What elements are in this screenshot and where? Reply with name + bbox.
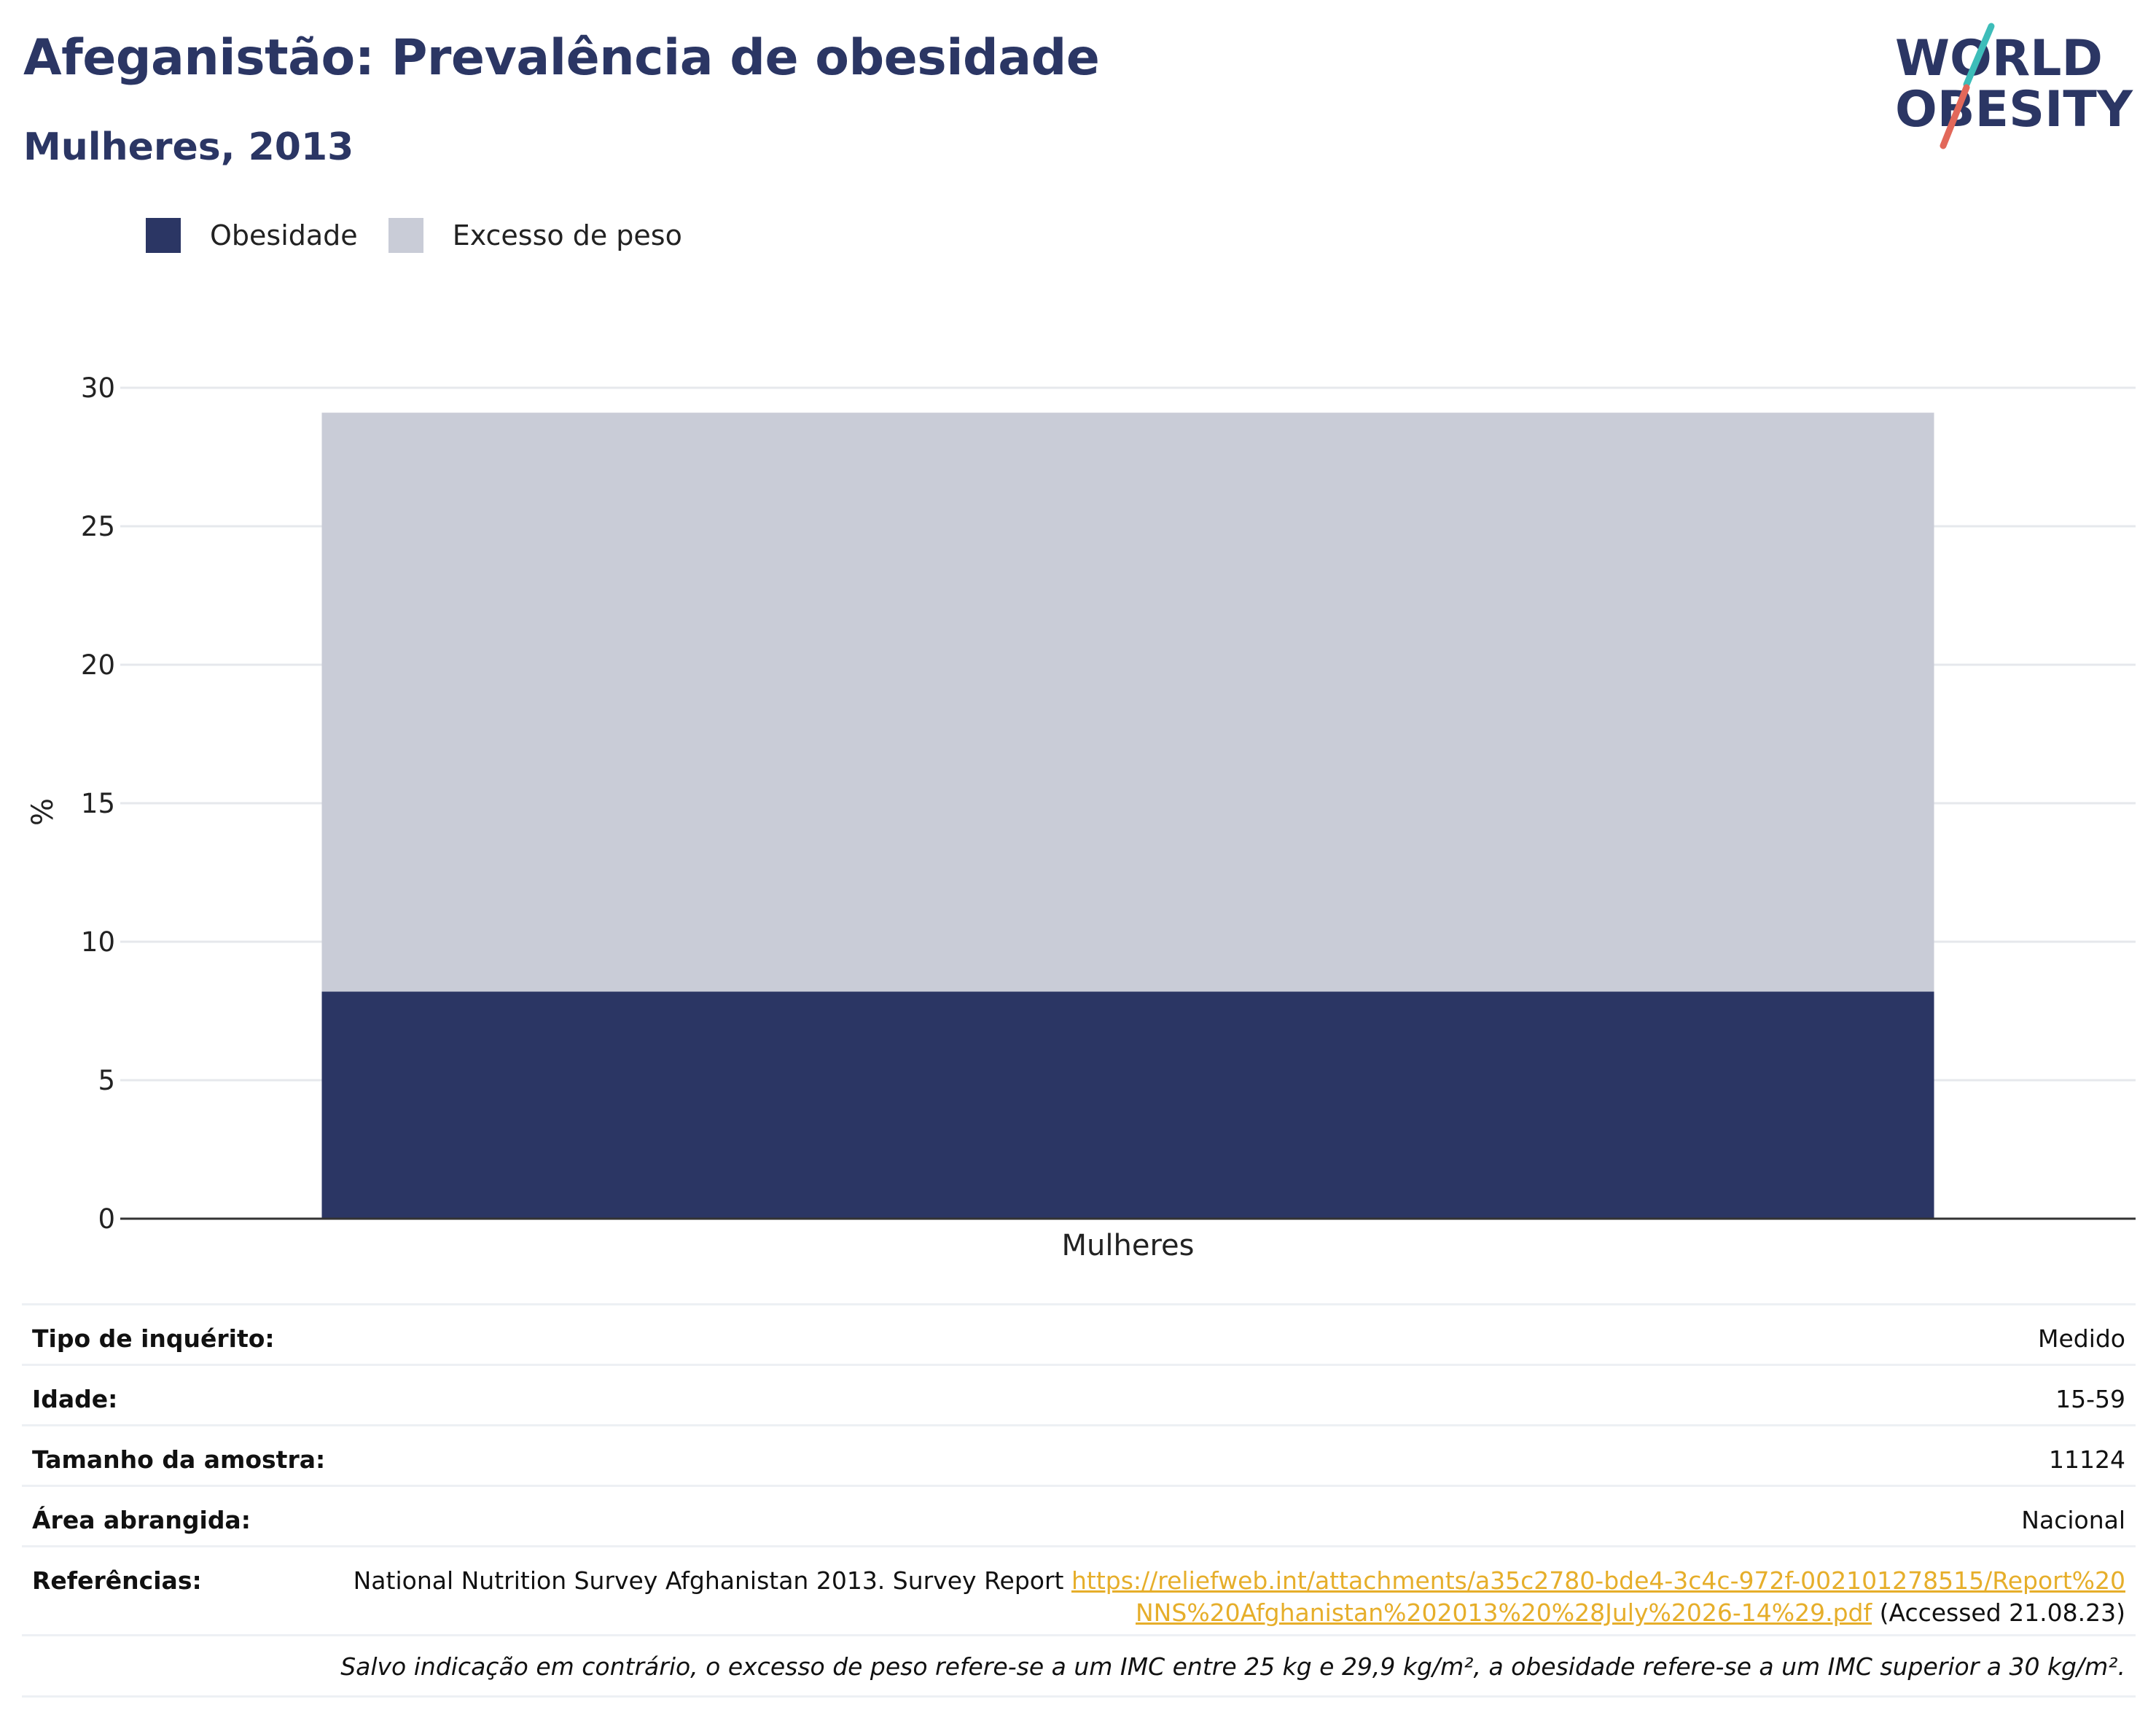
- chart-legend: Obesidade Excesso de peso: [146, 217, 713, 254]
- legend-swatch-obesidade: [146, 218, 181, 253]
- info-row-sample-size: Tamanho da amostra: 11124: [22, 1424, 2136, 1486]
- info-label-references: Referências:: [22, 1545, 336, 1636]
- logo-line-obesity: OBESITY: [1895, 81, 2133, 138]
- y-tick-label: 20: [81, 649, 115, 681]
- chart-title: Afeganistão: Prevalência de obesidade: [23, 29, 1100, 87]
- info-row-note: Salvo indicação em contrário, o excesso …: [22, 1634, 2136, 1698]
- legend-swatch-excesso-de-peso: [388, 218, 423, 253]
- info-value-survey-type: Medido: [335, 1303, 2136, 1365]
- chart-subtitle: Mulheres, 2013: [23, 125, 354, 169]
- world-obesity-logo: WORLD OBESITY: [1895, 23, 2133, 149]
- bar-excesso-de-peso: [321, 413, 1934, 992]
- reference-text: National Nutrition Survey Afghanistan 20…: [353, 1566, 1064, 1595]
- info-row-age: Idade: 15-59: [22, 1364, 2136, 1426]
- reference-link[interactable]: https://reliefweb.int/attachments/a35c27…: [1071, 1566, 2125, 1627]
- y-tick-label: 15: [81, 788, 115, 819]
- info-label-age: Idade:: [22, 1364, 336, 1426]
- y-axis-label: %: [26, 798, 60, 826]
- x-tick-label: Mulheres: [1062, 1229, 1195, 1262]
- info-row-survey-type: Tipo de inquérito: Medido: [22, 1303, 2136, 1365]
- info-value-age: 15-59: [335, 1364, 2136, 1426]
- y-tick-label: 25: [81, 511, 115, 542]
- legend-label-excesso-de-peso: Excesso de peso: [452, 219, 682, 251]
- info-label-area: Área abrangida:: [22, 1485, 336, 1547]
- reference-accessed: (Accessed 21.08.23): [1879, 1598, 2125, 1627]
- info-label-sample-size: Tamanho da amostra:: [22, 1424, 336, 1486]
- info-value-sample-size: 11124: [335, 1424, 2136, 1486]
- legend-item-excesso-de-peso[interactable]: Excesso de peso: [388, 218, 682, 253]
- logo-line-world: WORLD: [1895, 30, 2103, 87]
- info-row-references: Referências: National Nutrition Survey A…: [22, 1545, 2136, 1636]
- y-tick-label: 10: [81, 926, 115, 958]
- bar-obesidade: [321, 991, 1934, 1219]
- y-tick-label: 30: [81, 372, 115, 404]
- y-tick-label: 5: [98, 1065, 115, 1096]
- bar-chart: 0 5 10 15 20 25 30 Mulheres%: [26, 372, 2136, 1262]
- legend-label-obesidade: Obesidade: [210, 219, 358, 251]
- logo-slash-top: [1963, 23, 1995, 88]
- survey-info-table: Tipo de inquérito: Medido Idade: 15-59 T…: [22, 1303, 2136, 1698]
- legend-item-obesidade[interactable]: Obesidade: [146, 218, 358, 253]
- info-label-survey-type: Tipo de inquérito:: [22, 1303, 336, 1365]
- definition-note: Salvo indicação em contrário, o excesso …: [22, 1634, 2136, 1698]
- y-tick-label: 0: [98, 1203, 115, 1235]
- info-value-references: National Nutrition Survey Afghanistan 20…: [335, 1545, 2136, 1636]
- info-row-area: Área abrangida: Nacional: [22, 1485, 2136, 1547]
- info-value-area: Nacional: [335, 1485, 2136, 1547]
- logo-slash-bottom: [1940, 84, 1970, 149]
